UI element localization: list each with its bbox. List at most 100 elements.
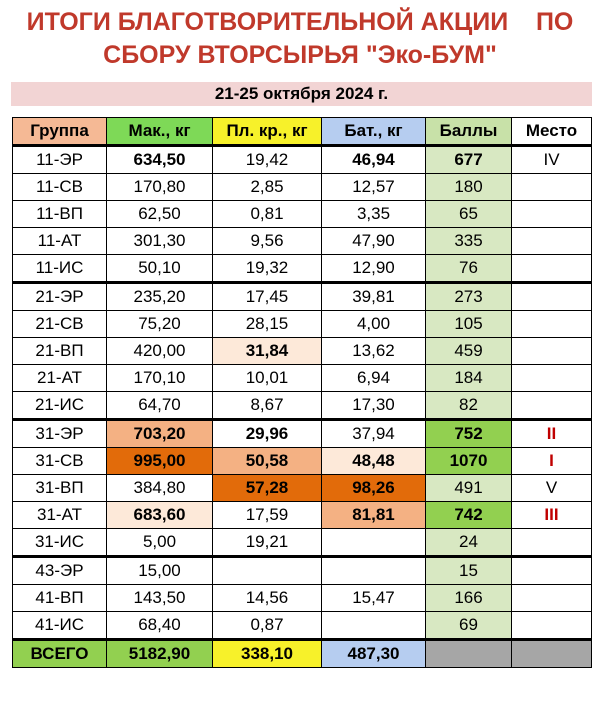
cell-batteries: 3,35 [321, 200, 426, 228]
date-banner: 21-25 октября 2024 г. [11, 82, 592, 106]
cell-group: 31-ЭР [12, 418, 107, 448]
cell-group: 21-ЭР [12, 281, 107, 311]
title-line-1: ИТОГИ БЛАГОТВОРИТЕЛЬНОЙ АКЦИИ ПО [26, 8, 574, 36]
cell-plastic: 28,15 [212, 310, 322, 338]
cell-mak: 995,00 [106, 447, 213, 475]
cell-group: 43-ЭР [12, 555, 107, 585]
cell-plastic: 8,67 [212, 391, 322, 420]
table-row: 21-АТ 170,10 10,01 6,94 184 [12, 364, 592, 392]
table-row: 11-ЭР 634,50 19,42 46,94 677 IV [12, 145, 592, 174]
cell-mak: 683,60 [106, 501, 213, 529]
cell-points: 166 [425, 584, 512, 612]
cell-points: 105 [425, 310, 512, 338]
cell-group: 11-ВП [12, 200, 107, 228]
table-row: 21-ИС 64,70 8,67 17,30 82 [12, 391, 592, 420]
cell-place: I [511, 447, 592, 475]
cell-group: 11-АТ [12, 227, 107, 255]
cell-batteries: 12,57 [321, 173, 426, 201]
cell-place [511, 337, 592, 365]
header-mak: Мак., кг [106, 117, 213, 147]
table-row: 43-ЭР 15,00 15 [12, 555, 592, 585]
cell-points: 76 [425, 254, 512, 283]
cell-place [511, 310, 592, 338]
table-row: 11-ВП 62,50 0,81 3,35 65 [12, 200, 592, 228]
cell-group: 31-ИС [12, 528, 107, 557]
cell-place [511, 281, 592, 311]
cell-batteries [321, 528, 426, 557]
cell-mak: 420,00 [106, 337, 213, 365]
total-batteries: 487,30 [321, 638, 426, 668]
cell-group: 11-ЭР [12, 145, 107, 174]
cell-place [511, 364, 592, 392]
cell-points: 65 [425, 200, 512, 228]
cell-place [511, 200, 592, 228]
cell-batteries: 4,00 [321, 310, 426, 338]
table-row: 11-АТ 301,30 9,56 47,90 335 [12, 227, 592, 255]
cell-plastic: 57,28 [212, 474, 322, 502]
cell-points: 1070 [425, 447, 512, 475]
cell-place [511, 584, 592, 612]
cell-batteries: 39,81 [321, 281, 426, 311]
cell-points: 752 [425, 418, 512, 448]
cell-plastic: 10,01 [212, 364, 322, 392]
total-mak: 5182,90 [106, 638, 213, 668]
cell-mak: 50,10 [106, 254, 213, 283]
cell-plastic: 14,56 [212, 584, 322, 612]
cell-group: 21-СВ [12, 310, 107, 338]
cell-group: 31-АТ [12, 501, 107, 529]
cell-mak: 634,50 [106, 145, 213, 174]
cell-points: 742 [425, 501, 512, 529]
total-plastic: 338,10 [212, 638, 322, 668]
cell-group: 41-ВП [12, 584, 107, 612]
header-group: Группа [12, 117, 107, 147]
cell-batteries: 17,30 [321, 391, 426, 420]
cell-batteries: 6,94 [321, 364, 426, 392]
cell-place [511, 254, 592, 283]
cell-mak: 235,20 [106, 281, 213, 311]
total-row: ВСЕГО 5182,90 338,10 487,30 [12, 638, 592, 668]
cell-place [511, 391, 592, 420]
cell-place [511, 227, 592, 255]
table-row: 31-ИС 5,00 19,21 24 [12, 528, 592, 557]
table-row: 11-СВ 170,80 2,85 12,57 180 [12, 173, 592, 201]
cell-mak: 170,80 [106, 173, 213, 201]
cell-place [511, 555, 592, 585]
header-plastic: Пл. кр., кг [212, 117, 322, 147]
cell-batteries [321, 611, 426, 640]
cell-group: 21-АТ [12, 364, 107, 392]
cell-mak: 62,50 [106, 200, 213, 228]
cell-plastic: 19,21 [212, 528, 322, 557]
header-row: Группа Мак., кг Пл. кр., кг Бат., кг Бал… [12, 117, 592, 147]
table-row: 11-ИС 50,10 19,32 12,90 76 [12, 254, 592, 283]
cell-points: 82 [425, 391, 512, 420]
cell-batteries: 81,81 [321, 501, 426, 529]
cell-plastic: 19,32 [212, 254, 322, 283]
table-row: 41-ВП 143,50 14,56 15,47 166 [12, 584, 592, 612]
table-row: 21-ЭР 235,20 17,45 39,81 273 [12, 281, 592, 311]
cell-batteries: 15,47 [321, 584, 426, 612]
cell-mak: 143,50 [106, 584, 213, 612]
cell-batteries: 12,90 [321, 254, 426, 283]
cell-plastic: 17,45 [212, 281, 322, 311]
table-row: 31-АТ 683,60 17,59 81,81 742 III [12, 501, 592, 529]
cell-points: 491 [425, 474, 512, 502]
table-row: 31-ВП 384,80 57,28 98,26 491 V [12, 474, 592, 502]
cell-mak: 15,00 [106, 555, 213, 585]
cell-plastic: 17,59 [212, 501, 322, 529]
cell-mak: 170,10 [106, 364, 213, 392]
table-row: 21-СВ 75,20 28,15 4,00 105 [12, 310, 592, 338]
cell-group: 31-ВП [12, 474, 107, 502]
cell-points: 459 [425, 337, 512, 365]
header-place: Место [511, 117, 592, 147]
cell-group: 21-ВП [12, 337, 107, 365]
cell-mak: 301,30 [106, 227, 213, 255]
cell-place [511, 528, 592, 557]
cell-plastic: 0,87 [212, 611, 322, 640]
cell-batteries: 98,26 [321, 474, 426, 502]
cell-points: 180 [425, 173, 512, 201]
cell-batteries: 13,62 [321, 337, 426, 365]
cell-mak: 68,40 [106, 611, 213, 640]
cell-plastic: 0,81 [212, 200, 322, 228]
cell-plastic: 9,56 [212, 227, 322, 255]
cell-batteries [321, 555, 426, 585]
